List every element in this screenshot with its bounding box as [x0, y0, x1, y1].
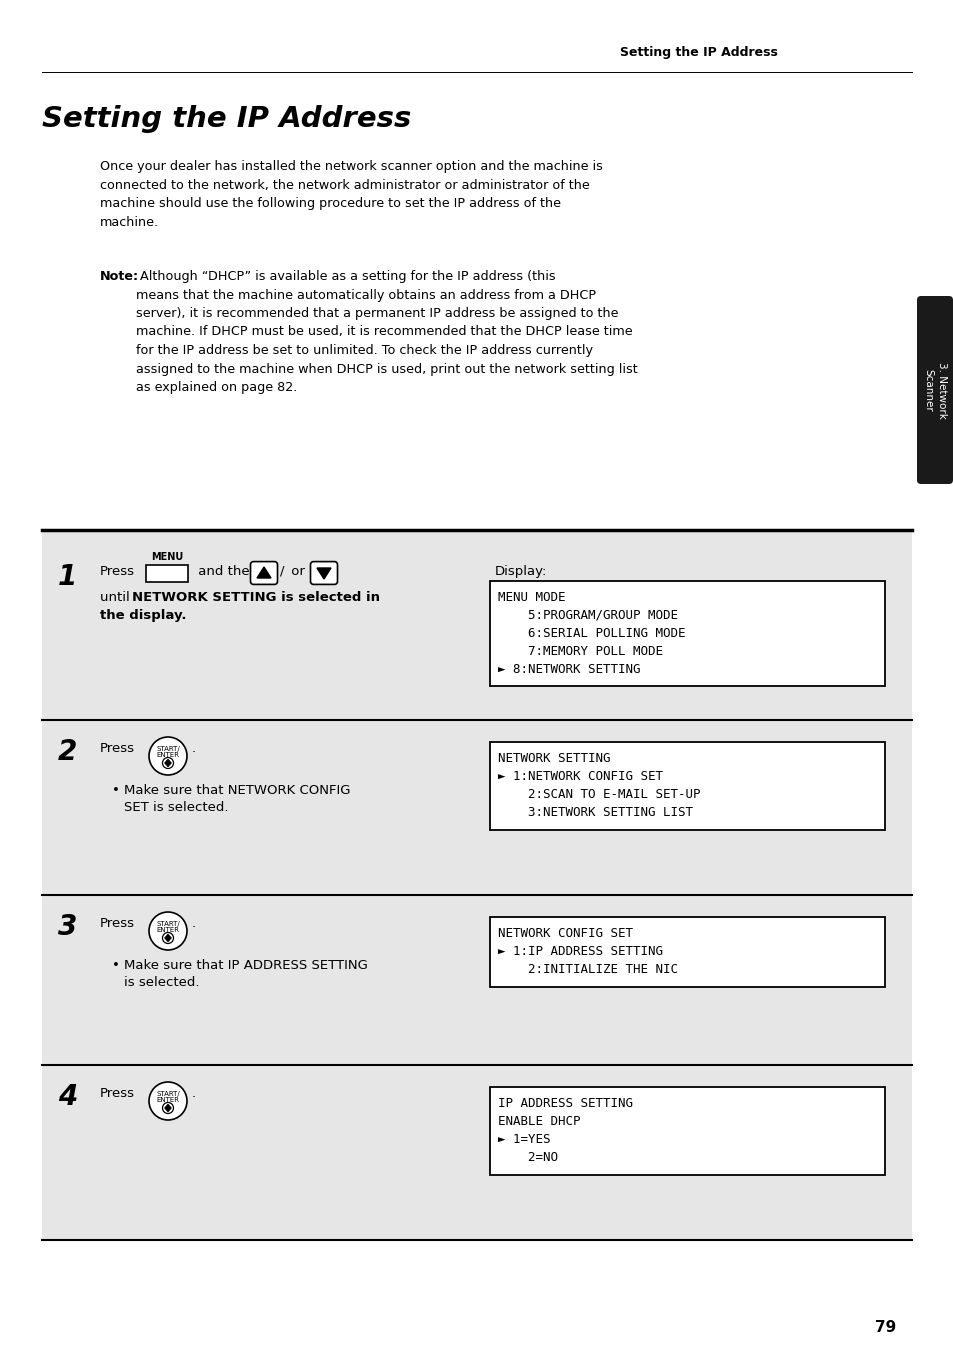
Text: the display.: the display.: [100, 608, 186, 622]
Text: 3. Network
Scanner: 3. Network Scanner: [923, 361, 946, 418]
Text: •: •: [112, 784, 120, 796]
Text: 2:SCAN TO E-MAIL SET-UP: 2:SCAN TO E-MAIL SET-UP: [497, 788, 700, 800]
Text: Press: Press: [100, 917, 135, 930]
Text: ► 1:NETWORK CONFIG SET: ► 1:NETWORK CONFIG SET: [497, 771, 662, 783]
Text: NETWORK SETTING: NETWORK SETTING: [497, 752, 610, 765]
Text: or: or: [287, 565, 309, 579]
Text: SET is selected.: SET is selected.: [124, 800, 229, 814]
Polygon shape: [165, 934, 171, 941]
Text: START/: START/: [156, 1091, 180, 1096]
Polygon shape: [165, 1105, 171, 1111]
Text: 1: 1: [58, 562, 77, 591]
Text: 2: 2: [58, 738, 77, 767]
Text: NETWORK CONFIG SET: NETWORK CONFIG SET: [497, 927, 633, 940]
Text: 3:NETWORK SETTING LIST: 3:NETWORK SETTING LIST: [497, 806, 692, 819]
Text: 6:SERIAL POLLING MODE: 6:SERIAL POLLING MODE: [497, 627, 685, 639]
Text: Display:: Display:: [495, 565, 547, 579]
Bar: [490, 917, 884, 987]
Text: ► 1=YES: ► 1=YES: [497, 1133, 550, 1146]
Text: Press: Press: [100, 1087, 135, 1101]
Text: ENTER: ENTER: [156, 1096, 179, 1103]
Text: 2=NO: 2=NO: [497, 1151, 558, 1164]
Bar: [490, 581, 884, 685]
Polygon shape: [316, 568, 331, 579]
Text: .: .: [192, 742, 196, 754]
Text: 79: 79: [874, 1320, 895, 1334]
Text: 5:PROGRAM/GROUP MODE: 5:PROGRAM/GROUP MODE: [497, 608, 678, 622]
Text: 3: 3: [58, 913, 77, 941]
Text: ► 1:IP ADDRESS SETTING: ► 1:IP ADDRESS SETTING: [497, 945, 662, 959]
Text: NETWORK SETTING is selected in: NETWORK SETTING is selected in: [132, 591, 379, 604]
Text: Once your dealer has installed the network scanner option and the machine is
con: Once your dealer has installed the netwo…: [100, 160, 602, 228]
Text: .: .: [192, 917, 196, 930]
Text: IP ADDRESS SETTING: IP ADDRESS SETTING: [497, 1096, 633, 1110]
FancyBboxPatch shape: [310, 561, 337, 584]
Text: 7:MEMORY POLL MODE: 7:MEMORY POLL MODE: [497, 645, 662, 658]
Text: •: •: [112, 959, 120, 972]
Text: ENTER: ENTER: [156, 752, 179, 758]
Bar: [146, 565, 188, 581]
Text: MENU: MENU: [151, 552, 183, 562]
Circle shape: [149, 1082, 187, 1119]
Text: Setting the IP Address: Setting the IP Address: [619, 46, 777, 59]
Polygon shape: [256, 566, 271, 579]
Text: Make sure that IP ADDRESS SETTING: Make sure that IP ADDRESS SETTING: [124, 959, 368, 972]
Text: MENU MODE: MENU MODE: [497, 591, 565, 604]
Text: ► 8:NETWORK SETTING: ► 8:NETWORK SETTING: [497, 662, 639, 676]
FancyBboxPatch shape: [916, 296, 952, 484]
Text: .: .: [192, 1087, 196, 1101]
FancyBboxPatch shape: [251, 561, 277, 584]
Text: Make sure that NETWORK CONFIG: Make sure that NETWORK CONFIG: [124, 784, 350, 796]
Text: Press: Press: [100, 565, 135, 579]
Text: Press: Press: [100, 742, 135, 754]
Circle shape: [149, 737, 187, 775]
Bar: [490, 742, 884, 830]
Text: is selected.: is selected.: [124, 976, 199, 990]
Text: ENABLE DHCP: ENABLE DHCP: [497, 1115, 579, 1128]
Text: START/: START/: [156, 921, 180, 927]
Text: until: until: [100, 591, 133, 604]
Circle shape: [149, 913, 187, 950]
Text: Note:: Note:: [100, 270, 139, 283]
Text: Setting the IP Address: Setting the IP Address: [42, 105, 411, 132]
Text: ENTER: ENTER: [156, 927, 179, 933]
Text: 4: 4: [58, 1083, 77, 1111]
Text: Although “DHCP” is available as a setting for the IP address (this
means that th: Although “DHCP” is available as a settin…: [136, 270, 638, 393]
Bar: [42, 530, 911, 1240]
Text: START/: START/: [156, 746, 180, 752]
Text: and then: and then: [193, 565, 258, 579]
Bar: [490, 1087, 884, 1175]
Text: /: /: [280, 565, 284, 579]
Polygon shape: [165, 760, 171, 767]
Text: 2:INITIALIZE THE NIC: 2:INITIALIZE THE NIC: [497, 963, 678, 976]
